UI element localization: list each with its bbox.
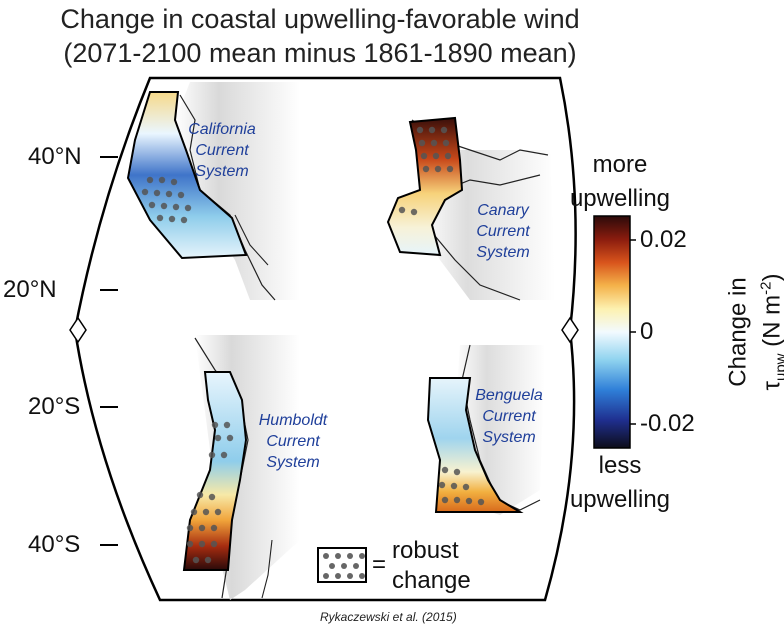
panel-split-right — [561, 316, 579, 344]
humboldt-current-label: Humboldt Current System — [258, 412, 328, 471]
colorbar-tick-label-zero: 0 — [640, 318, 654, 345]
legend-equals: = — [372, 551, 387, 578]
colorbar-tick-label-min: -0.02 — [640, 410, 695, 437]
canary-region — [386, 116, 464, 257]
robust-dots-benguela — [438, 466, 485, 506]
colorbar-unit-label: Change in τupw (N m-2) — [725, 273, 784, 390]
robust-legend-dots — [323, 553, 365, 579]
colorbar-top-label: more upwelling — [569, 151, 671, 212]
robust-dots-canary — [398, 126, 454, 216]
na-baja-coast — [234, 214, 269, 266]
sa-east-coast — [261, 539, 273, 599]
canary-current-label: Canary Current System — [476, 202, 530, 261]
colorbar-bottom-label: less upwelling — [569, 452, 671, 513]
north-america-land — [175, 82, 300, 300]
robust-dots-california — [141, 176, 192, 224]
colorbar-unit-line2: τupw (N m-2) — [757, 273, 784, 391]
panel-split-left — [69, 316, 87, 344]
map-title-line-2: (2071-2100 mean minus 1861-1890 mean) — [63, 38, 577, 68]
map-title-line-1: Change in coastal upwelling-favorable wi… — [60, 4, 580, 34]
humboldt-region — [182, 371, 248, 571]
robust-dots-humboldt — [186, 421, 234, 564]
benguela-region — [426, 377, 524, 513]
latitude-label-20s: 20°S — [28, 393, 81, 420]
citation: Rykaczewski et al. (2015) — [320, 610, 457, 624]
legend-change-text: change — [392, 567, 471, 594]
benguela-current-label: Benguela Current System — [475, 387, 543, 446]
latitude-label-20n: 20°N — [3, 276, 57, 303]
latitude-label-40s: 40°S — [28, 531, 81, 558]
california-current-label: California Current System — [188, 121, 256, 180]
colorbar-unit-line1: Change in — [724, 277, 752, 387]
colorbar — [593, 215, 631, 449]
latitude-label-40n: 40°N — [28, 143, 82, 170]
legend-robust-text: robust — [392, 537, 459, 564]
colorbar-tick-label-max: 0.02 — [640, 226, 687, 253]
